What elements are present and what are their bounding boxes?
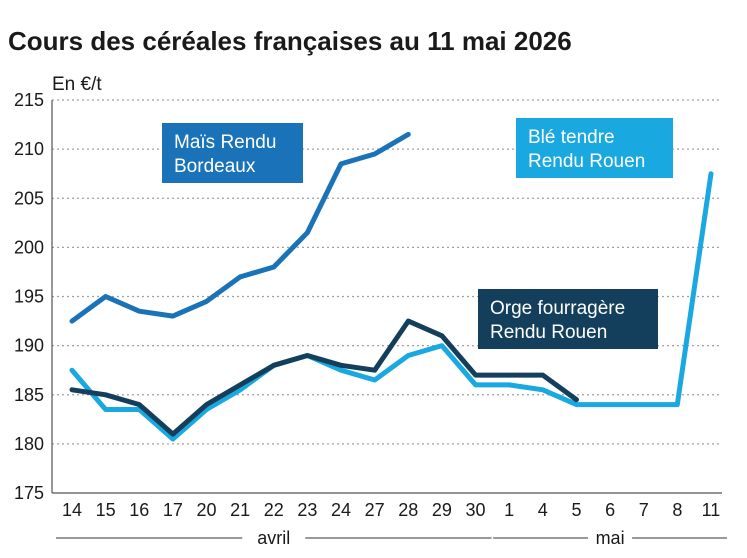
y-tick-label: 205 (14, 188, 44, 208)
x-tick-label: 7 (639, 500, 649, 520)
month-groups: avril mai (56, 528, 727, 548)
series-label-box (516, 118, 673, 178)
series-label-text: Bordeaux (174, 156, 256, 177)
x-tick-label: 27 (365, 500, 385, 520)
x-tick-label: 16 (129, 500, 149, 520)
x-tick-label: 23 (297, 500, 317, 520)
x-tick-label: 8 (672, 500, 682, 520)
x-tick-label: 30 (466, 500, 486, 520)
y-tick-label: 195 (14, 287, 44, 307)
y-tick-label: 190 (14, 336, 44, 356)
series-line (69, 171, 714, 442)
series-label-box (162, 123, 303, 183)
series-label: Blé tendre Rendu Rouen (516, 118, 673, 178)
series-label-text: Rendu Rouen (490, 322, 607, 343)
y-tick-label: 210 (14, 139, 44, 159)
month-label: mai (596, 528, 625, 548)
x-tick-label: 1 (504, 500, 514, 520)
x-tick-label: 4 (538, 500, 548, 520)
series-label-text: Maïs Rendu (174, 132, 276, 153)
x-tick-labels: 14 15 16 17 20 21 22 23 24 27 28 29 30 1 4 5 6 7 8 11 (62, 500, 720, 520)
chart-title: Cours des céréales françaises au 11 mai … (8, 26, 572, 56)
x-tick-label: 17 (163, 500, 183, 520)
x-tick-label: 21 (230, 500, 250, 520)
x-tick-label: 6 (605, 500, 615, 520)
x-tick-label: 15 (96, 500, 116, 520)
y-tick-labels: 175 180 185 190 195 200 205 210 215 (14, 90, 44, 503)
series-label: Orge fourragère Rendu Rouen (478, 289, 658, 349)
x-tick-label: 24 (331, 500, 351, 520)
series-label-text: Rendu Rouen (528, 151, 645, 172)
series-line (69, 318, 579, 437)
series-lines (69, 131, 714, 442)
series-label-text: Blé tendre (528, 127, 615, 148)
x-tick-label: 14 (62, 500, 82, 520)
y-tick-label: 185 (14, 385, 44, 405)
x-tick-label: 28 (398, 500, 418, 520)
series-label-text: Orge fourragère (490, 298, 625, 319)
y-tick-label: 200 (14, 237, 44, 257)
x-tick-label: 22 (264, 500, 284, 520)
series-label-box (478, 289, 658, 349)
series-line (69, 131, 411, 324)
series-label: Maïs Rendu Bordeaux (162, 123, 303, 183)
x-tick-label: 20 (197, 500, 217, 520)
x-tick-label: 11 (702, 500, 721, 520)
x-tick-label: 5 (571, 500, 581, 520)
y-tick-label: 180 (14, 434, 44, 454)
y-tick-label: 175 (14, 483, 44, 503)
y-axis-unit: En €/t (52, 74, 102, 95)
month-label: avril (257, 528, 290, 548)
x-tick-label: 29 (432, 500, 452, 520)
y-tick-label: 215 (14, 90, 44, 110)
